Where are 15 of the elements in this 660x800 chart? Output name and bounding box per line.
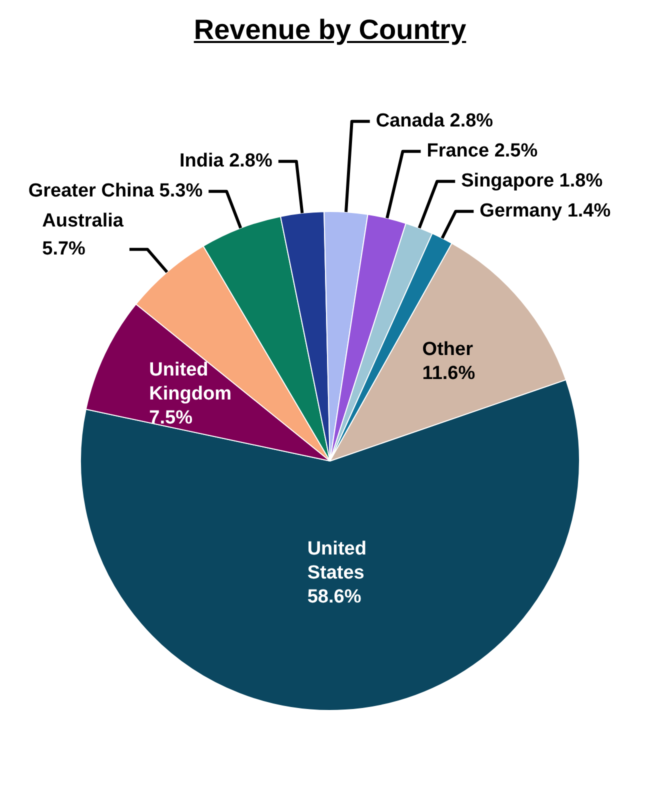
data-label: 7.5%	[149, 408, 193, 429]
slice-label: Other	[422, 339, 474, 360]
slice-label: United Kingdom	[149, 360, 232, 405]
slice-label: Greater China 5.3%	[28, 180, 203, 202]
slice-label: Germany 1.4%	[480, 200, 611, 222]
slice-label: United States	[307, 538, 366, 584]
chart-title: Revenue by Country	[192, 14, 468, 46]
data-label: 58.6%	[307, 586, 362, 608]
slice-label: Singapore 1.8%	[461, 170, 603, 192]
slice-label: India 2.8%	[179, 150, 272, 172]
data-label: 11.6%	[422, 363, 476, 384]
slice-label: France 2.5%	[426, 140, 538, 162]
data-label: 5.7%	[42, 238, 86, 260]
slice-label: Australia	[42, 210, 124, 232]
slice-label: Canada 2.8%	[376, 110, 494, 132]
